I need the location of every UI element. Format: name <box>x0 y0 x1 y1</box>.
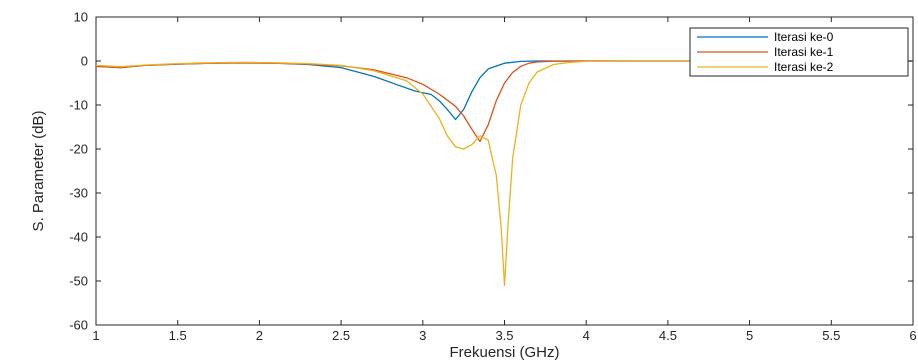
series-line-2 <box>95 60 913 287</box>
y-tick-label: -40 <box>69 230 88 245</box>
legend-label: Iterasi ke-0 <box>774 30 834 44</box>
x-tick-label: 3 <box>419 328 426 343</box>
x-tick-label: 2.5 <box>332 328 350 343</box>
x-tick-label: 1.5 <box>169 328 187 343</box>
y-tick-label: -50 <box>69 274 88 289</box>
legend-label: Iterasi ke-1 <box>774 45 834 59</box>
y-axis-title: S. Parameter (dB) <box>30 111 47 232</box>
x-tick-label: 4.5 <box>659 328 677 343</box>
x-axis-ticks: 1 1.5 2 2.5 3 3.5 4 4.5 5 5.5 6 <box>92 17 917 343</box>
x-tick-label: 6 <box>909 328 916 343</box>
x-tick-label: 1 <box>92 328 99 343</box>
x-tick-label: 3.5 <box>495 328 513 343</box>
x-axis-title: Frekuensi (GHz) <box>449 344 559 361</box>
y-tick-label: -10 <box>69 98 88 113</box>
y-tick-label: -20 <box>69 142 88 157</box>
y-tick-label: 10 <box>74 10 88 25</box>
y-tick-label: -60 <box>69 318 88 333</box>
y-tick-label: 0 <box>81 54 88 69</box>
series-layer <box>95 60 913 287</box>
x-tick-label: 5.5 <box>822 328 840 343</box>
x-tick-label: 5 <box>746 328 753 343</box>
x-tick-label: 4 <box>583 328 590 343</box>
x-tick-label: 2 <box>256 328 263 343</box>
legend-label: Iterasi ke-2 <box>774 60 834 74</box>
y-axis-ticks: 10 0 -10 -20 -30 -40 -50 -60 <box>69 10 913 333</box>
y-tick-label: -30 <box>69 186 88 201</box>
